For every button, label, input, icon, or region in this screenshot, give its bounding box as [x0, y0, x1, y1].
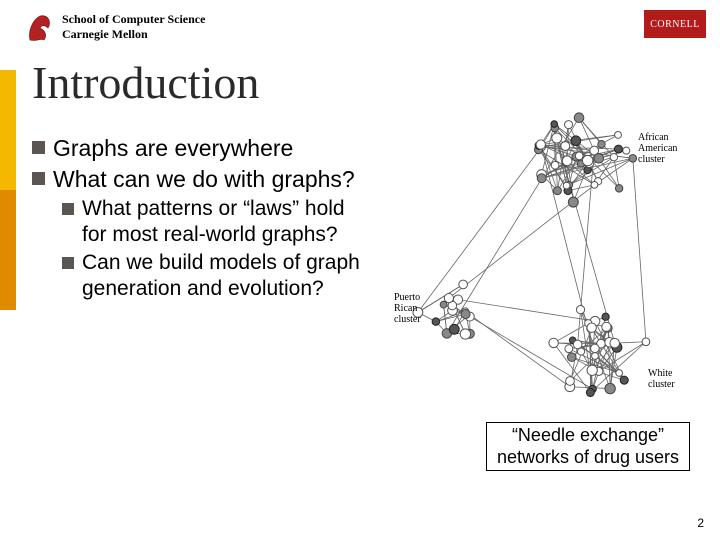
- bullet-item: Graphs are everywhere: [32, 134, 362, 163]
- cornell-label: CORNELL: [650, 19, 700, 30]
- header-line1: School of Computer Science: [62, 12, 205, 27]
- cornell-badge: CORNELL: [644, 10, 706, 38]
- figure-caption: “Needle exchange” networks of drug users: [486, 422, 690, 471]
- sub-bullet-item: Can we build models of graph generation …: [62, 250, 362, 303]
- bullet-content: Graphs are everywhere What can we do wit…: [32, 134, 362, 305]
- bullet-text: What can we do with graphs?: [53, 165, 355, 194]
- accent-stripe: [0, 0, 16, 540]
- square-bullet-icon: [62, 203, 74, 215]
- bullet-item: What can we do with graphs?: [32, 165, 362, 194]
- cluster-label-top: AfricanAmericancluster: [638, 132, 677, 165]
- caption-line: networks of drug users: [491, 447, 685, 469]
- square-bullet-icon: [32, 172, 45, 185]
- square-bullet-icon: [32, 141, 45, 154]
- caption-line: “Needle exchange”: [491, 425, 685, 447]
- bullet-text: What patterns or “laws” hold for most re…: [82, 196, 362, 249]
- cmu-dragon-icon: [26, 12, 54, 46]
- header: School of Computer Science Carnegie Mell…: [26, 12, 205, 50]
- slide: School of Computer Science Carnegie Mell…: [0, 0, 720, 540]
- sub-bullet-item: What patterns or “laws” hold for most re…: [62, 196, 362, 249]
- square-bullet-icon: [62, 257, 74, 269]
- bullet-text: Can we build models of graph generation …: [82, 250, 362, 303]
- header-line2: Carnegie Mellon: [62, 27, 205, 42]
- page-number: 2: [697, 516, 704, 530]
- page-title: Introduction: [32, 56, 259, 109]
- bullet-text: Graphs are everywhere: [53, 134, 293, 163]
- network-figure: AfricanAmericancluster PuertoRicancluste…: [392, 100, 692, 410]
- cluster-label-bot: Whitecluster: [648, 368, 675, 390]
- cluster-label-mid: PuertoRicancluster: [394, 292, 421, 325]
- header-text: School of Computer Science Carnegie Mell…: [62, 12, 205, 42]
